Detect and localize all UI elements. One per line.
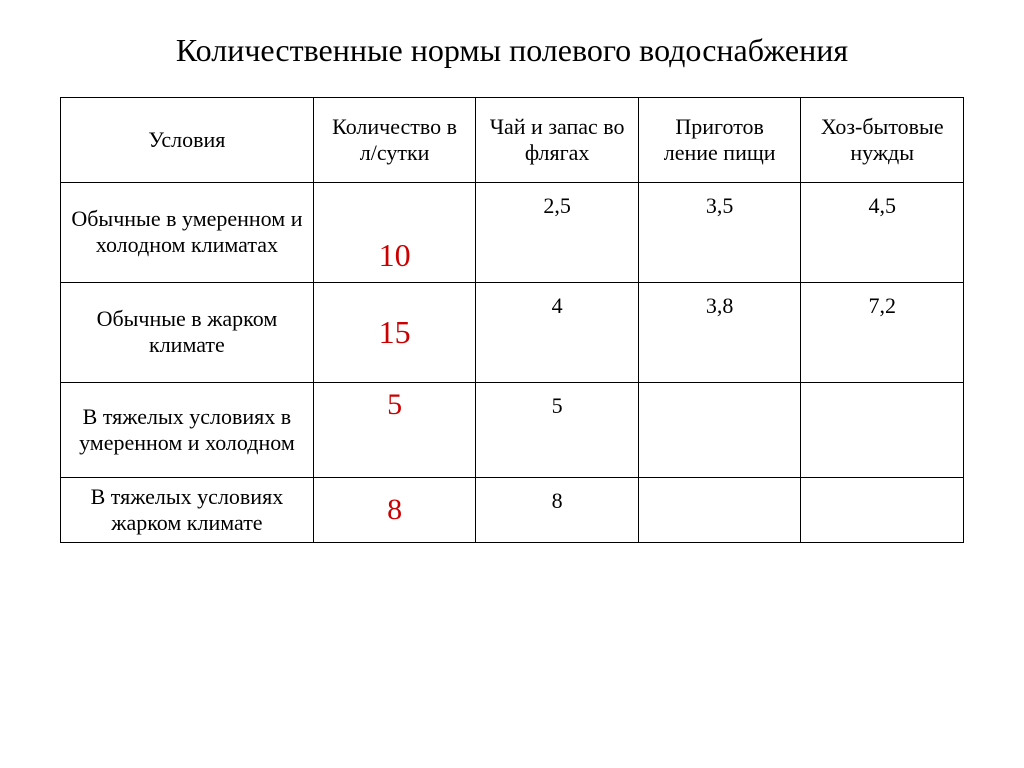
- table-row: В тяжелых условиях в умеренном и холодно…: [61, 382, 964, 477]
- page-title: Количественные нормы полевого водоснабже…: [60, 30, 964, 72]
- header-conditions: Условия: [61, 97, 314, 182]
- cell-condition: В тяжелых условиях жарком климате: [61, 477, 314, 542]
- cell-tea: 8: [476, 477, 639, 542]
- cell-tea: 4: [476, 282, 639, 382]
- cell-household: 7,2: [801, 282, 964, 382]
- cell-quantity: 15: [313, 282, 476, 382]
- header-tea: Чай и запас во флягах: [476, 97, 639, 182]
- header-cooking: Приготов ление пищи: [638, 97, 801, 182]
- table-row: В тяжелых условиях жарком климате 8 8: [61, 477, 964, 542]
- table-row: Обычные в умеренном и холодном климатах …: [61, 182, 964, 282]
- cell-cooking: 3,8: [638, 282, 801, 382]
- cell-household: [801, 382, 964, 477]
- header-household: Хоз-бытовые нужды: [801, 97, 964, 182]
- cell-household: [801, 477, 964, 542]
- table-header-row: Условия Количество в л/сутки Чай и запас…: [61, 97, 964, 182]
- cell-quantity: 5: [313, 382, 476, 477]
- cell-quantity: 8: [313, 477, 476, 542]
- cell-cooking: [638, 477, 801, 542]
- table-row: Обычные в жарком климате 15 4 3,8 7,2: [61, 282, 964, 382]
- cell-household: 4,5: [801, 182, 964, 282]
- header-quantity: Количество в л/сутки: [313, 97, 476, 182]
- cell-condition: Обычные в умеренном и холодном климатах: [61, 182, 314, 282]
- cell-tea: 2,5: [476, 182, 639, 282]
- cell-quantity: 10: [313, 182, 476, 282]
- cell-tea: 5: [476, 382, 639, 477]
- cell-condition: В тяжелых условиях в умеренном и холодно…: [61, 382, 314, 477]
- cell-cooking: 3,5: [638, 182, 801, 282]
- norms-table: Условия Количество в л/сутки Чай и запас…: [60, 97, 964, 543]
- cell-condition: Обычные в жарком климате: [61, 282, 314, 382]
- cell-cooking: [638, 382, 801, 477]
